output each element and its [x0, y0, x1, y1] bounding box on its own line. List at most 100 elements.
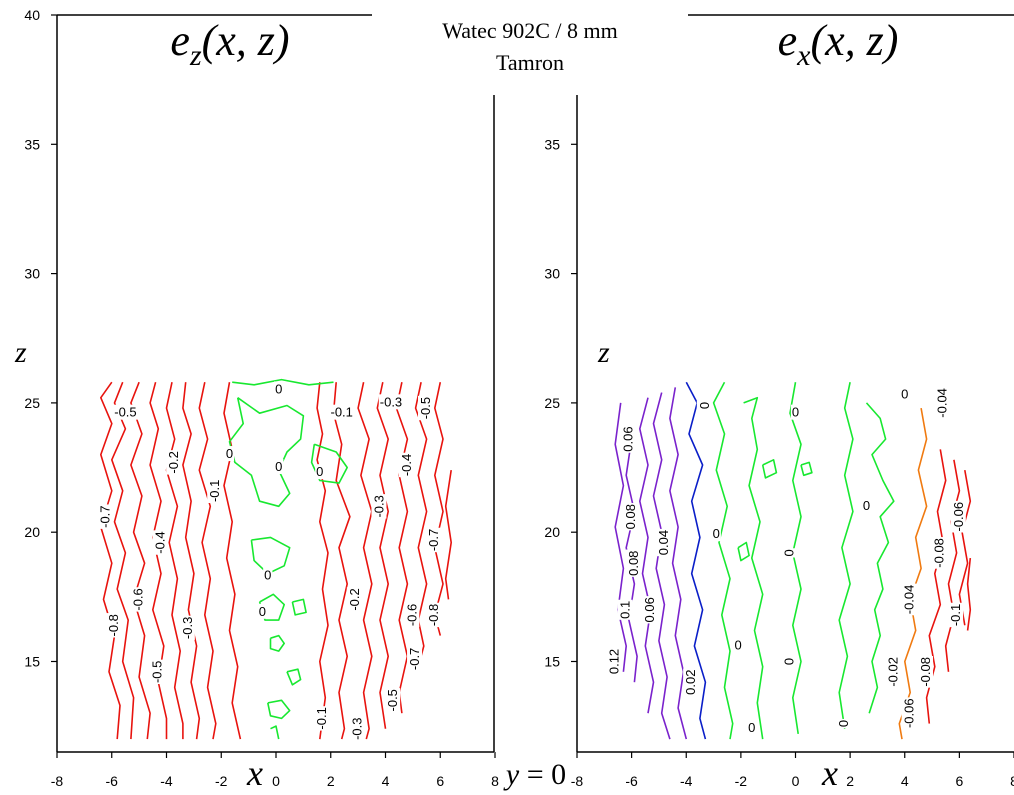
contour-label: 0 [275, 459, 282, 474]
x-tick-label: 0 [792, 773, 800, 789]
x-tick-label: -6 [625, 773, 638, 789]
contour-line-0 [269, 634, 285, 652]
y-tick-label: 20 [24, 524, 40, 540]
x-tick-label: 2 [846, 773, 854, 789]
y-tick-label: 35 [24, 136, 40, 152]
panel-ez: -8 -6 -4 -2 0 2 4 6 8 15 20 25 30 35 40 ez(x, z) z x -0.5 -… [14, 7, 499, 793]
contour-label: 0 [748, 720, 755, 735]
contour-line--0.4 [376, 382, 389, 729]
contour-label: 0.06 [620, 426, 635, 451]
x-tick-label: 6 [436, 773, 444, 789]
panel-title-ex: ex(x, z) [778, 16, 899, 72]
contour-line-0 [286, 668, 302, 686]
contour-line--0.2 [198, 382, 217, 740]
x-tick-label: -2 [215, 773, 228, 789]
contour-label: -0.8 [106, 614, 121, 636]
x-tick-label: -4 [160, 773, 173, 789]
contour-label-bg [781, 548, 797, 558]
contour-line-0 [761, 459, 778, 479]
contour-label-bg [224, 446, 235, 462]
x-tick-label: -4 [680, 773, 693, 789]
contour-label-bg [418, 395, 433, 421]
contour-label-bg [790, 404, 801, 420]
contour-label-bg [711, 526, 721, 542]
contour-label-bg [885, 656, 901, 688]
contour-line-0 [310, 443, 348, 484]
contour-label-bg [349, 716, 365, 741]
contour-label-bg [113, 404, 138, 420]
contour-label: -0.4 [152, 531, 167, 553]
contour-label: -0.1 [330, 405, 352, 420]
contour-label: 0 [275, 381, 282, 396]
contour-label: -0.7 [407, 648, 422, 670]
contour-line-0 [737, 541, 750, 562]
contour-label: 0 [781, 658, 796, 665]
y-tick-label: 35 [544, 136, 560, 152]
contour-line--0.1 [316, 382, 329, 740]
contour-label-bg [918, 656, 934, 688]
x-tick-label: 8 [1010, 773, 1014, 789]
contour-label: -0.3 [180, 617, 195, 639]
chart-subtitle: Tamron [496, 50, 564, 75]
chart-header: Watec 902C / 8 mm Tamron [442, 18, 617, 75]
x-tick-label: 8 [491, 773, 499, 789]
contour-label-bg [836, 718, 852, 729]
contour-label: 0 [863, 498, 870, 513]
contour-label: -0.3 [350, 718, 365, 740]
contour-label: -0.7 [98, 505, 113, 527]
contour-line--0.1 [966, 558, 972, 631]
contour-label-bg [948, 602, 964, 628]
x-tick-label: 2 [327, 773, 335, 789]
y-tick-label: 30 [544, 266, 560, 282]
contour-label-bg [683, 668, 699, 696]
contour-line--0.8 [100, 381, 121, 740]
contour-label: -0.5 [385, 689, 400, 711]
contour-label-bg [371, 494, 387, 519]
contour-line--0.08 [958, 469, 972, 626]
contour-label-bg [152, 530, 168, 555]
contour-label: -0.1 [314, 707, 329, 729]
contour-label: -0.5 [150, 661, 165, 683]
contour-label: -0.08 [918, 657, 933, 687]
y-tick-label: 25 [544, 395, 560, 411]
contour-label-bg [378, 394, 404, 410]
contour-line-0 [228, 397, 305, 508]
x-axis-label: x [246, 753, 263, 793]
panel-title-ez: ez(x, z) [170, 16, 289, 72]
contour-line-0.12 [614, 402, 627, 672]
contour-label: -0.8 [426, 604, 441, 626]
contour-label-bg [263, 567, 273, 583]
y-tick-label: 30 [24, 266, 40, 282]
contour-label-bg [97, 504, 113, 529]
contour-label-bg [257, 603, 267, 619]
contour-label-bg [617, 599, 633, 620]
contour-label: 0.1 [618, 601, 633, 619]
contour-line--0.6 [414, 382, 428, 667]
contour-line-0.06 [652, 392, 671, 740]
contour-label: -0.06 [951, 502, 966, 532]
y-tick-label: 15 [24, 653, 40, 669]
contour-label: 0 [697, 402, 712, 409]
contour-line-0 [232, 378, 334, 386]
contour-label: 0.02 [683, 670, 698, 695]
contour-line--0.5 [149, 381, 168, 740]
contour-label-bg [861, 497, 872, 513]
contour-label-bg [105, 613, 121, 638]
contour-line-0 [838, 382, 854, 729]
contour-label: 0.06 [642, 597, 657, 622]
contour-line-0.04 [669, 387, 688, 740]
contour-label: -0.6 [131, 588, 146, 610]
contour-label-bg [329, 404, 354, 420]
contour-label: -0.2 [347, 588, 362, 610]
contour-line-0 [800, 461, 813, 477]
chart-frame [56, 14, 1014, 753]
center-label-group: y = 0 [503, 758, 566, 791]
contour-line--0.3 [357, 382, 373, 740]
contour-line--0.2 [332, 382, 351, 740]
contour-line--0.7 [434, 382, 444, 636]
contour-line-0 [865, 402, 895, 714]
contour-label: -0.5 [418, 397, 433, 419]
contour-label-bg [934, 387, 950, 419]
contour-label: -0.02 [885, 657, 900, 687]
